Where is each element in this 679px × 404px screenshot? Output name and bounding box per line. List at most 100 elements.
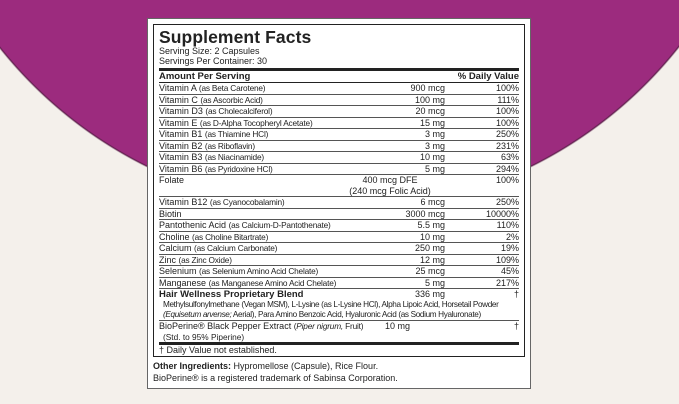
nutrient-dv: 110%	[496, 220, 519, 230]
nutrient-source: (as Beta Carotene)	[198, 83, 266, 93]
nutrient-name: Vitamin C	[159, 94, 198, 105]
nutrient-source: (as Calcium-D-Pantothenate)	[228, 220, 331, 230]
other-ingredients: Other Ingredients: Hypromellose (Capsule…	[153, 360, 525, 384]
nutrient-name: Vitamin B2	[159, 140, 203, 151]
nutrient-row: Calcium (as Calcium Carbonate) 250 mg 19%	[159, 243, 519, 255]
nutrient-dv: 19%	[500, 243, 519, 253]
nutrient-name: Vitamin E	[159, 117, 198, 128]
nutrient-name: Vitamin B6	[159, 163, 203, 174]
nutrient-amount: 100 mg	[414, 94, 445, 105]
nutrient-row: Vitamin C (as Ascorbic Acid) 100 mg 111%	[159, 94, 519, 106]
nutrient-row: Folate 400 mcg DFE (240 mcg Folic Acid) 10…	[159, 175, 519, 197]
nutrient-amount: 3000 mcg	[405, 208, 445, 219]
nutrient-rows: Vitamin A (as Beta Carotene) 900 mcg 100% V…	[159, 83, 519, 289]
nutrient-amount: 5 mg	[424, 163, 445, 174]
nutrient-row: Vitamin D3 (as Cholecalciferol) 20 mcg 100…	[159, 106, 519, 118]
nutrient-row: Manganese (as Manganese Amino Acid Chela…	[159, 277, 519, 289]
nutrient-dv: 217%	[495, 277, 519, 288]
nutrient-amount: 12 mg	[419, 254, 445, 265]
nutrient-amount: 5.5 mg	[417, 220, 445, 230]
nutrient-source: (as Manganese Amino Acid Chelate)	[208, 277, 337, 288]
nutrient-row: Vitamin A (as Beta Carotene) 900 mcg 100%	[159, 83, 519, 95]
nutrient-dv: 100%	[495, 117, 519, 128]
nutrient-row: Vitamin E (as D-Alpha Tocopheryl Acetate…	[159, 117, 519, 129]
nutrient-source: (as D-Alpha Tocopheryl Acetate)	[199, 117, 313, 128]
nutrient-row: Zinc (as Zinc Oxide) 12 mg 109%	[159, 254, 519, 266]
nutrient-row: Vitamin B1 (as Thiamine HCl) 3 mg 250%	[159, 129, 519, 141]
nutrient-source: (as Cyanocobalamin)	[209, 197, 285, 207]
nutrient-dv: 100%	[495, 106, 519, 116]
nutrient-dv: 250%	[495, 129, 519, 139]
nutrient-name: Selenium	[159, 266, 197, 276]
nutrient-name: Vitamin A	[159, 83, 197, 93]
nutrient-amount: 15 mg	[419, 117, 445, 128]
nutrient-dv: 231%	[495, 140, 519, 151]
nutrient-row: Vitamin B12 (as Cyanocobalamin) 6 mcg 250%	[159, 197, 519, 209]
blend-description: Methylsulfonylmethane (Vegan MSM), L-Lys…	[163, 300, 499, 319]
nutrient-row: Vitamin B2 (as Riboflavin) 3 mg 231%	[159, 140, 519, 152]
nutrient-amount: 3 mg	[424, 129, 445, 139]
facts-box: Supplement Facts Serving Size: 2 Capsule…	[153, 24, 525, 357]
dv-header: % Daily Value	[457, 71, 519, 82]
nutrient-name: Vitamin B3	[159, 152, 203, 162]
nutrient-name: Pantothenic Acid	[159, 220, 227, 230]
nutrient-amount: 900 mcg	[410, 83, 445, 93]
bioperine-std: (Std. to 95% Piperine)	[163, 331, 245, 342]
nutrient-amount: 6 mcg	[420, 197, 445, 207]
nutrient-name: Folate	[159, 175, 185, 185]
nutrient-source: (as Calcium Carbonate)	[194, 243, 278, 253]
nutrient-amount: 250 mg	[414, 243, 445, 253]
blend-name: Hair Wellness Proprietary Blend	[159, 289, 304, 300]
nutrient-row: Selenium (as Selenium Amino Acid Chelate…	[159, 266, 519, 278]
nutrient-row: Choline (as Choline Bitartrate) 10 mg 2%	[159, 231, 519, 243]
nutrient-dv: 2%	[505, 231, 519, 242]
nutrient-dv: 45%	[500, 266, 519, 276]
nutrient-source: (as Choline Bitartrate)	[192, 231, 269, 242]
footnote: † Daily Value not established.	[159, 344, 277, 355]
nutrient-source: (as Selenium Amino Acid Chelate)	[199, 266, 319, 276]
table-header: Amount Per Serving % Daily Value	[159, 68, 519, 83]
nutrient-dv: 100%	[495, 175, 519, 185]
nutrient-amount: 20 mcg	[415, 106, 445, 116]
nutrient-source: (as Ascorbic Acid)	[200, 94, 263, 105]
nutrient-row: Biotin 3000 mcg 10000%	[159, 208, 519, 220]
nutrient-source: (as Cholecalciferol)	[205, 106, 273, 116]
nutrient-dv: 100%	[495, 83, 519, 93]
nutrient-name: Vitamin B12	[159, 197, 208, 207]
nutrient-source: (as Thiamine HCl)	[204, 129, 269, 139]
blend-row: Hair Wellness Proprietary Blend 336 mg †…	[159, 289, 519, 321]
nutrient-source: (as Niacinamide)	[204, 152, 264, 162]
facts-title: Supplement Facts	[159, 27, 312, 47]
nutrient-name: Manganese	[159, 277, 207, 288]
nutrient-dv: 63%	[500, 152, 519, 162]
nutrient-source: (as Riboflavin)	[204, 140, 255, 151]
nutrient-dv: 250%	[495, 197, 519, 207]
nutrient-dv: 111%	[497, 94, 519, 105]
blend-dv: †	[513, 289, 519, 299]
nutrient-name: Vitamin D3	[159, 106, 203, 116]
nutrient-name: Vitamin B1	[159, 129, 203, 139]
amount-header: Amount Per Serving	[159, 71, 251, 82]
nutrient-name: Calcium	[159, 243, 192, 253]
serving-size: Serving Size: 2 Capsules	[159, 46, 260, 56]
nutrient-amount: 25 mcg	[415, 266, 445, 276]
bioperine-name: BioPerine® Black Pepper Extract	[159, 321, 292, 331]
nutrient-dv: 294%	[495, 163, 519, 174]
trademark-note: BioPerine® is a registered trademark of …	[153, 372, 398, 383]
nutrient-source: (as Pyridoxine HCl)	[204, 163, 273, 174]
nutrient-amount: 10 mg	[419, 231, 445, 242]
bioperine-row: BioPerine® Black Pepper Extract (Piper n…	[159, 321, 519, 345]
nutrient-name: Zinc	[159, 254, 177, 265]
bioperine-amount: 10 mg	[385, 321, 411, 331]
nutrient-name: Choline	[159, 231, 190, 242]
nutrient-dv: 109%	[495, 254, 519, 265]
nutrient-row: Vitamin B6 (as Pyridoxine HCl) 5 mg 294%	[159, 163, 519, 175]
nutrient-dv: 10000%	[485, 208, 519, 219]
blend-amount: 336 mg	[414, 289, 445, 299]
nutrient-source: (as Zinc Oxide)	[178, 254, 232, 265]
nutrient-row: Vitamin B3 (as Niacinamide) 10 mg 63%	[159, 152, 519, 164]
nutrient-amount: 400 mcg DFE (240 mcg Folic Acid)	[349, 175, 431, 196]
nutrient-row: Pantothenic Acid (as Calcium-D-Pantothen…	[159, 220, 519, 232]
supplement-facts-panel: Supplement Facts Serving Size: 2 Capsule…	[147, 18, 531, 389]
bioperine-dv: †	[513, 321, 519, 331]
